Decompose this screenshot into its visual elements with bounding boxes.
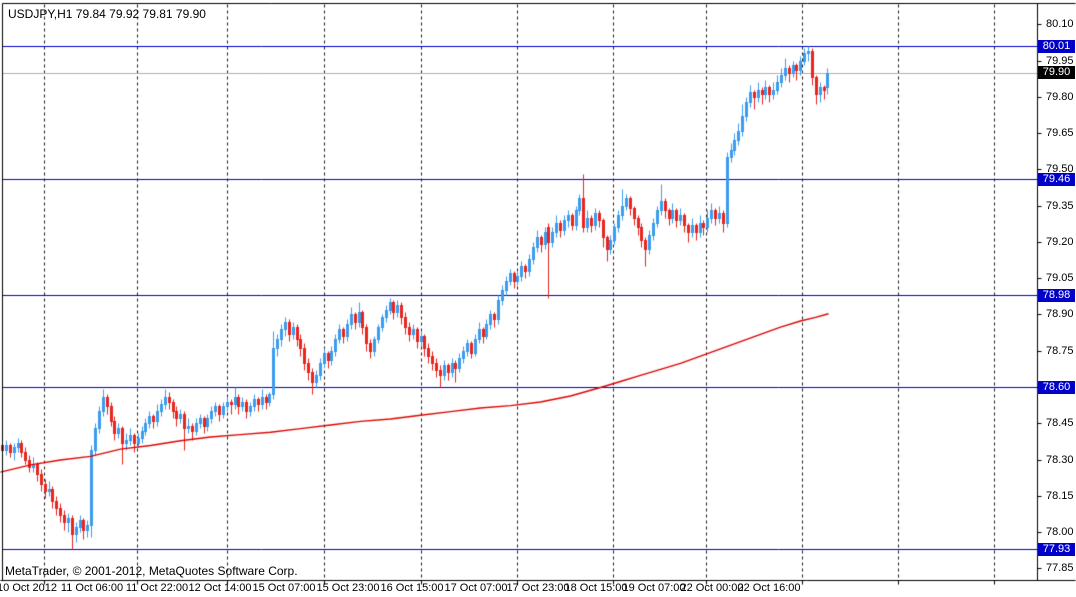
time-axis-label: 22 Oct 00:00 (680, 582, 744, 594)
current-price-badge: 79.90 (1038, 66, 1075, 80)
time-axis-label: 17 Oct 07:00 (444, 582, 508, 594)
level-price-badge: 79.46 (1038, 172, 1075, 186)
time-axis-label: 19 Oct 07:00 (622, 582, 686, 594)
price-axis-label: 78.15 (1046, 489, 1074, 502)
price-axis-label: 79.95 (1046, 54, 1074, 67)
time-axis-label: 10 Oct 2012 (0, 582, 57, 594)
price-axis-label: 78.45 (1046, 417, 1074, 430)
time-axis-label: 15 Oct 23:00 (316, 582, 380, 594)
price-axis-label: 79.35 (1046, 199, 1074, 212)
level-price-badge: 78.98 (1038, 288, 1075, 302)
copyright-text: MetaTrader, © 2001-2012, MetaQuotes Soft… (5, 564, 298, 578)
time-axis-label: 22 Oct 16:00 (737, 582, 801, 594)
level-price-badge: 78.60 (1038, 380, 1075, 394)
price-axis-label: 79.80 (1046, 90, 1074, 103)
time-axis-label: 11 Oct 22:00 (125, 582, 189, 594)
level-price-badge: 80.01 (1038, 39, 1075, 53)
price-axis-label: 79.50 (1046, 163, 1074, 176)
time-axis-label: 17 Oct 23:00 (506, 582, 570, 594)
chart-symbol-title: USDJPY,H1 79.84 79.92 79.81 79.90 (8, 7, 206, 21)
time-axis-label: 16 Oct 15:00 (380, 582, 444, 594)
price-axis-label: 79.20 (1046, 235, 1074, 248)
time-axis-label: 12 Oct 14:00 (188, 582, 252, 594)
price-axis-label: 78.90 (1046, 308, 1074, 321)
price-axis-label: 78.75 (1046, 344, 1074, 357)
time-axis-label: 15 Oct 07:00 (252, 582, 316, 594)
price-axis-label: 80.10 (1046, 18, 1074, 31)
level-price-badge: 77.93 (1038, 542, 1075, 556)
price-axis-label: 79.65 (1046, 127, 1074, 140)
price-axis-label: 78.30 (1046, 453, 1074, 466)
time-axis-label: 11 Oct 06:00 (60, 582, 124, 594)
time-axis-label: 18 Oct 15:00 (564, 582, 628, 594)
price-axis-label: 78.00 (1046, 526, 1074, 539)
price-axis-label: 77.85 (1046, 562, 1074, 575)
price-axis-label: 79.05 (1046, 272, 1074, 285)
